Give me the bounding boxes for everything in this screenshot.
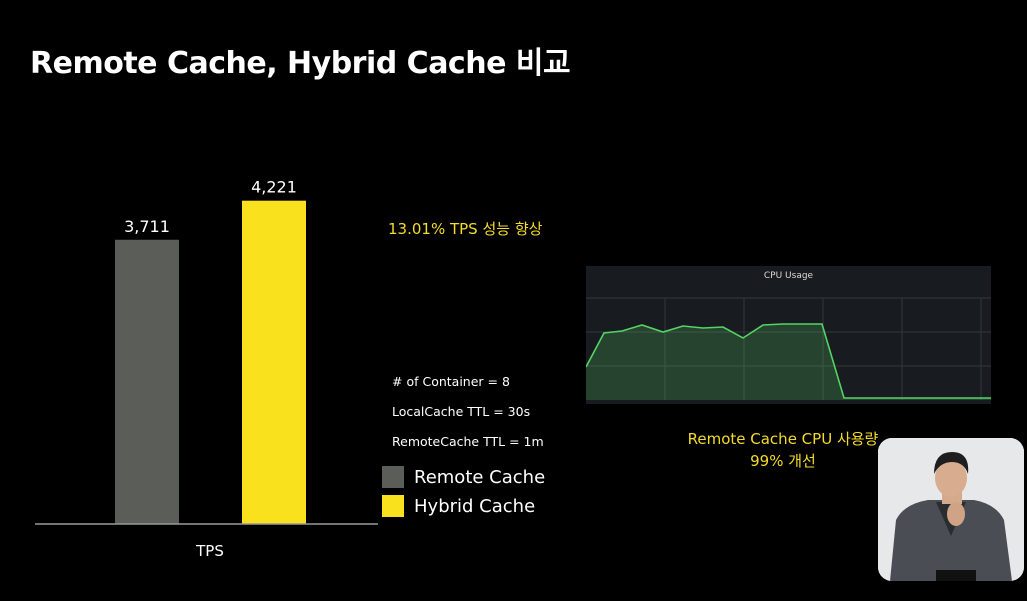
cpu-usage-line: [586, 323, 991, 399]
cpu-usage-caption: Remote Cache CPU 사용량 99% 개선: [640, 428, 926, 472]
presenter-webcam: [878, 438, 1024, 581]
param-remotecache-ttl: RemoteCache TTL = 1m: [392, 434, 544, 449]
bar-hybrid-cache: [242, 200, 306, 524]
cpu-usage-graph: [586, 297, 991, 400]
legend-label-hybrid-cache: Hybrid Cache: [414, 495, 536, 517]
cpu-panel-title: CPU Usage: [763, 271, 814, 281]
param-container-count: # of Container = 8: [392, 374, 510, 389]
cpu-usage-panel: CPU Usage: [586, 266, 991, 404]
legend-item-remote-cache: Remote Cache: [382, 466, 545, 488]
legend-label-remote-cache: Remote Cache: [414, 466, 546, 488]
bar-remote-cache: [115, 239, 179, 525]
cpu-caption-line2: 99% 개선: [750, 452, 816, 470]
slide-title: Remote Cache, Hybrid Cache 비교: [30, 46, 571, 81]
tps-improvement-highlight: 13.01% TPS 성능 향상: [388, 220, 543, 238]
data-label-hybrid-cache: 4,221: [251, 178, 297, 197]
x-axis-label: TPS: [195, 542, 224, 560]
cpu-caption-line1: Remote Cache CPU 사용량: [687, 430, 879, 448]
legend-item-hybrid-cache: Hybrid Cache: [382, 495, 535, 517]
legend-swatch-hybrid-cache: [382, 495, 404, 517]
legend-swatch-remote-cache: [382, 466, 404, 488]
data-label-remote-cache: 3,711: [124, 217, 170, 236]
presenter-silhouette: [878, 438, 1024, 581]
param-localcache-ttl: LocalCache TTL = 30s: [392, 404, 531, 419]
cpu-usage-area: [586, 324, 991, 400]
